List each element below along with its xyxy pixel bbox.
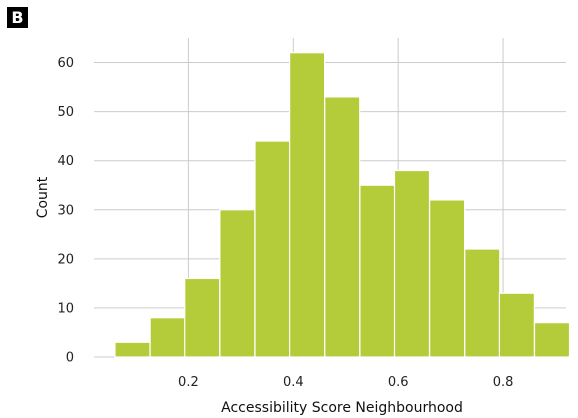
y-tick-label: 30 <box>57 203 74 218</box>
histogram-bar <box>359 184 396 358</box>
x-tick-labels: 0.2 0.4 0.6 0.8 <box>178 375 513 390</box>
y-tick-label: 0 <box>66 351 74 366</box>
histogram-bar <box>393 169 431 358</box>
y-axis-label: Count <box>35 176 51 218</box>
histogram-bar <box>114 341 151 358</box>
histogram-bar <box>149 317 186 358</box>
x-tick-label: 0.4 <box>283 375 304 390</box>
histogram-bars <box>114 52 571 358</box>
histogram-bar <box>429 199 466 358</box>
histogram-bar <box>533 322 571 358</box>
x-tick-label: 0.8 <box>493 375 514 390</box>
y-tick-label: 60 <box>57 56 74 71</box>
histogram-bar <box>184 277 221 358</box>
histogram-bar <box>289 52 326 358</box>
y-tick-label: 40 <box>57 154 74 169</box>
panel-label-badge: B <box>7 7 28 28</box>
y-tick-label: 50 <box>57 105 74 120</box>
y-tick-label: 20 <box>57 252 74 267</box>
x-tick-label: 0.2 <box>178 375 199 390</box>
x-axis-label: Accessibility Score Neighbourhood <box>221 400 463 416</box>
histogram-bar <box>324 96 361 358</box>
y-tick-label: 10 <box>57 301 74 316</box>
y-tick-labels: 0 10 20 30 40 50 60 <box>57 56 74 365</box>
histogram-bar <box>219 209 256 358</box>
histogram-bar <box>498 292 535 358</box>
histogram-bar <box>254 140 291 358</box>
histogram-bar <box>464 248 501 358</box>
x-tick-label: 0.6 <box>388 375 409 390</box>
